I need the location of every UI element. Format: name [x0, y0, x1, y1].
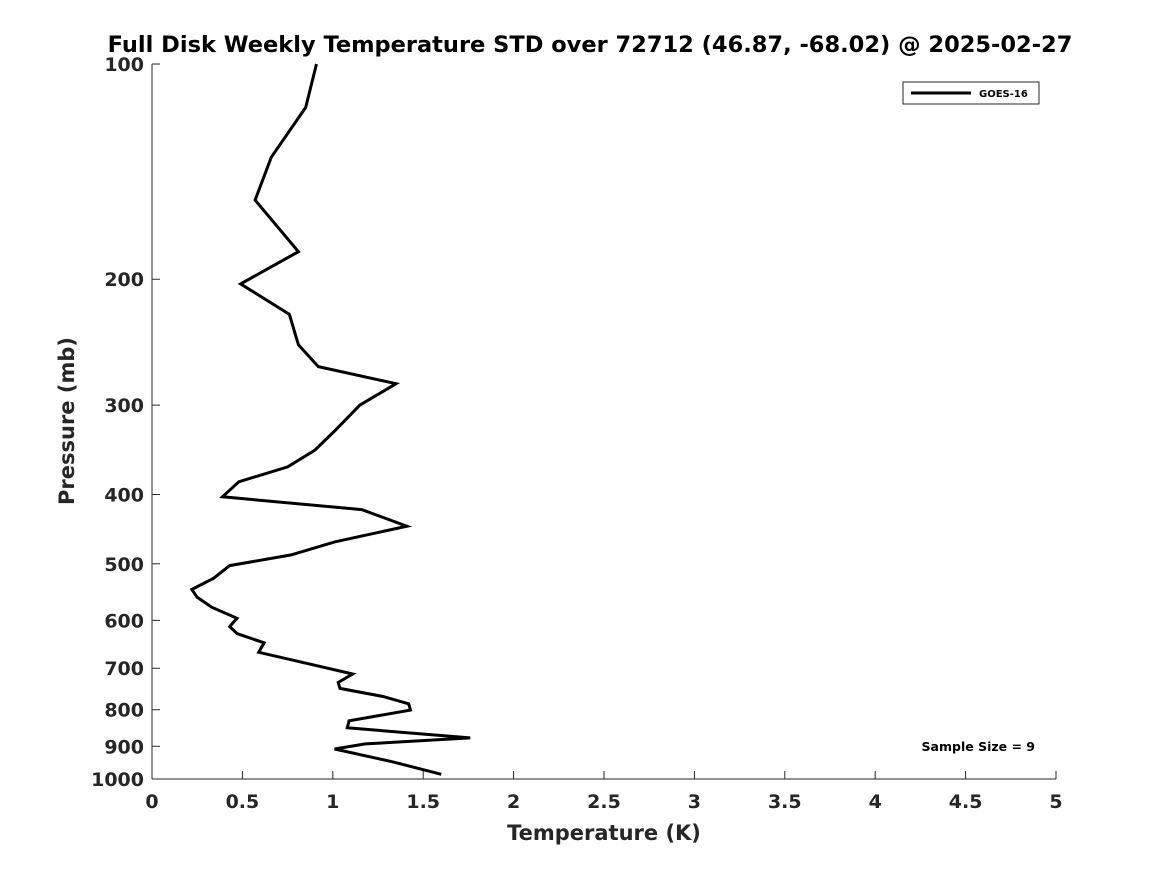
series-line-goes-16 [189, 63, 471, 776]
y-tick-label: 900 [104, 736, 144, 758]
y-axis-label: Pressure (mb) [55, 337, 79, 505]
x-tick-label: 1.5 [406, 791, 440, 813]
x-tick-label: 0.5 [226, 791, 260, 813]
x-tick-label: 1 [326, 791, 339, 813]
x-axis-label: Temperature (K) [507, 821, 701, 845]
y-tick-label: 500 [104, 554, 144, 576]
x-tick-label: 0 [145, 791, 158, 813]
legend-entry-goes-16: GOES-16 [979, 89, 1028, 100]
chart-title: Full Disk Weekly Temperature STD over 72… [108, 32, 1073, 58]
y-tick-label: 1000 [91, 769, 144, 791]
series-lines [189, 63, 471, 776]
axis-ticks: 0 0.5 1 1.5 2 2.5 3 3.5 4 4.5 5 100 200 300 400 500 600 7… [91, 54, 1063, 813]
axes [151, 64, 1056, 780]
x-tick-label: 4 [869, 791, 882, 813]
y-tick-label: 400 [104, 484, 144, 506]
x-tick-label: 3.5 [768, 791, 802, 813]
x-tick-label: 5 [1049, 791, 1062, 813]
x-tick-label: 2.5 [587, 791, 621, 813]
y-tick-label: 300 [104, 395, 144, 417]
x-tick-label: 4.5 [949, 791, 983, 813]
legend: GOES-16 [902, 81, 1040, 105]
x-tick-label: 2 [507, 791, 520, 813]
sample-size-annotation: Sample Size = 9 [922, 739, 1035, 754]
y-tick-label: 800 [104, 700, 144, 722]
y-tick-label: 100 [104, 54, 144, 76]
y-tick-label: 600 [104, 610, 144, 632]
x-tick-label: 3 [688, 791, 701, 813]
y-tick-label: 200 [104, 269, 144, 291]
y-tick-label: 700 [104, 658, 144, 680]
